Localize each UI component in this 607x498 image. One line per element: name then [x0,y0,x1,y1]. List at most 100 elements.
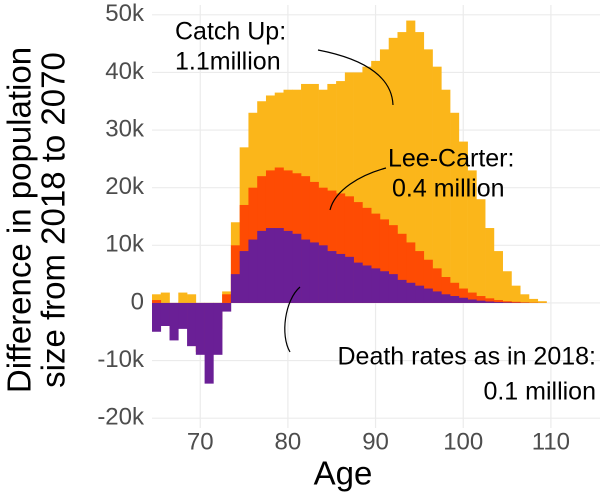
bar [344,256,354,303]
bar [344,72,354,303]
bar [292,233,302,303]
bar [379,49,390,303]
bar [537,301,547,303]
y-tick-label: 0 [131,288,144,315]
y-tick-label: 10k [105,231,145,258]
bar [502,301,512,303]
x-axis-title: Age [314,455,373,492]
bar [423,259,433,303]
bar [493,300,503,303]
bar [415,285,425,303]
bar [485,228,495,303]
bar [493,251,503,303]
bar [379,219,390,303]
bar [274,228,284,303]
bar [371,60,381,303]
bar [327,251,337,303]
bar [406,242,416,303]
bar [371,268,381,303]
bar [327,190,337,303]
bar [388,37,398,303]
annotation: Death rates as in 2018: [338,343,597,371]
bar [152,294,162,303]
y-tick-label: -10k [97,346,145,373]
bar [353,202,363,303]
bar [528,298,539,303]
bar [476,199,486,303]
bar [423,49,433,303]
bar [467,170,477,303]
bar [265,228,276,303]
bar [388,274,398,303]
y-tick-label: 40k [105,58,145,85]
bar [397,279,407,303]
annotation: 0.1 million [483,378,596,406]
bar [502,271,512,303]
bar [222,302,232,312]
bar [458,288,468,303]
annotation: Lee-Carter: [388,145,514,173]
bar [415,251,425,303]
bar [257,230,267,303]
y-axis-title: Difference in population [1,47,38,393]
bar [423,288,433,303]
bar [458,141,468,303]
bar [152,302,162,332]
bar [450,112,460,303]
bar [441,89,451,303]
x-tick-label: 70 [187,428,214,455]
annotation: 1.1million [175,48,281,76]
bar [336,253,346,303]
bar [152,300,162,303]
bar [239,251,249,303]
y-tick-label: -20k [97,404,145,431]
bar [160,292,170,303]
bar [195,302,205,355]
bar [397,233,407,303]
bar [511,301,521,303]
bar [353,72,363,303]
bar [441,294,451,303]
bar [441,277,451,303]
bar [432,66,442,303]
bar [178,292,188,303]
bar [344,196,354,303]
bar [458,297,468,303]
bar [476,300,486,303]
labels: -20k -10k 0 10k 20k 30k 40k 50k 70 80 90 100 110 [97,0,570,455]
bar [248,239,258,303]
bar [318,245,328,303]
bar [204,302,214,384]
bar [502,302,512,303]
bar [213,302,223,355]
bar [388,225,398,303]
y-tick-label: 50k [105,0,145,27]
y-tick-label: 30k [105,115,145,142]
bar [169,302,179,341]
bar [450,282,460,303]
bars [152,20,547,384]
bar [301,239,311,303]
x-tick-label: 110 [532,428,570,455]
x-tick-label: 100 [443,428,483,455]
bar [485,301,495,303]
bar [493,302,503,303]
connector [284,286,301,353]
connector [317,49,394,106]
annotation: Catch Up: [175,18,286,46]
bar [476,296,486,303]
x-tick-label: 80 [275,428,302,455]
bar [362,66,372,303]
bar [432,291,442,303]
bar [485,298,495,303]
bar [379,271,390,303]
bar [406,20,416,303]
bar [187,294,197,303]
bar [309,242,319,303]
bar [450,296,460,303]
bar [222,294,232,303]
bar [432,268,442,303]
bar [230,274,240,303]
